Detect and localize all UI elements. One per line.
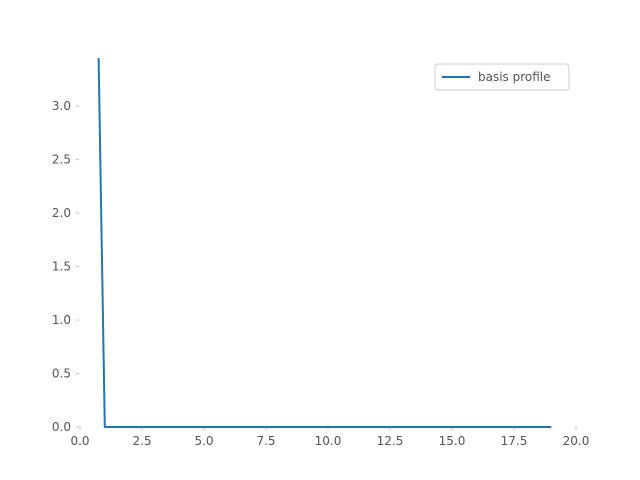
x-tick-label: 0.0 <box>70 434 89 448</box>
y-tick-label: 2.0 <box>52 206 71 220</box>
y-tick-label: 1.0 <box>52 313 71 327</box>
y-tick-label: 1.5 <box>52 260 71 274</box>
x-tick-label: 7.5 <box>256 434 275 448</box>
legend-box <box>434 63 570 91</box>
x-tick-label: 20.0 <box>563 434 590 448</box>
legend: basis profile <box>434 63 570 91</box>
y-tick-label: 3.0 <box>52 99 71 113</box>
x-tick-label: 5.0 <box>194 434 213 448</box>
x-tick-label: 10.0 <box>315 434 342 448</box>
y-tick-label: 0.5 <box>52 367 71 381</box>
x-tick-label: 17.5 <box>501 434 528 448</box>
x-axis: 0.0 2.5 5.0 7.5 10.0 12.5 15.0 17.5 20.0 <box>70 427 589 448</box>
y-axis: 0.0 0.5 1.0 1.5 2.0 2.5 3.0 <box>52 99 79 434</box>
plot-area <box>97 57 552 428</box>
y-tick-label: 2.5 <box>52 153 71 167</box>
x-tick-label: 2.5 <box>132 434 151 448</box>
y-tick-label: 0.0 <box>52 420 71 434</box>
x-tick-label: 15.0 <box>439 434 466 448</box>
legend-label: basis profile <box>478 70 551 84</box>
x-tick-label: 12.5 <box>377 434 404 448</box>
series-line-0 <box>97 57 552 428</box>
